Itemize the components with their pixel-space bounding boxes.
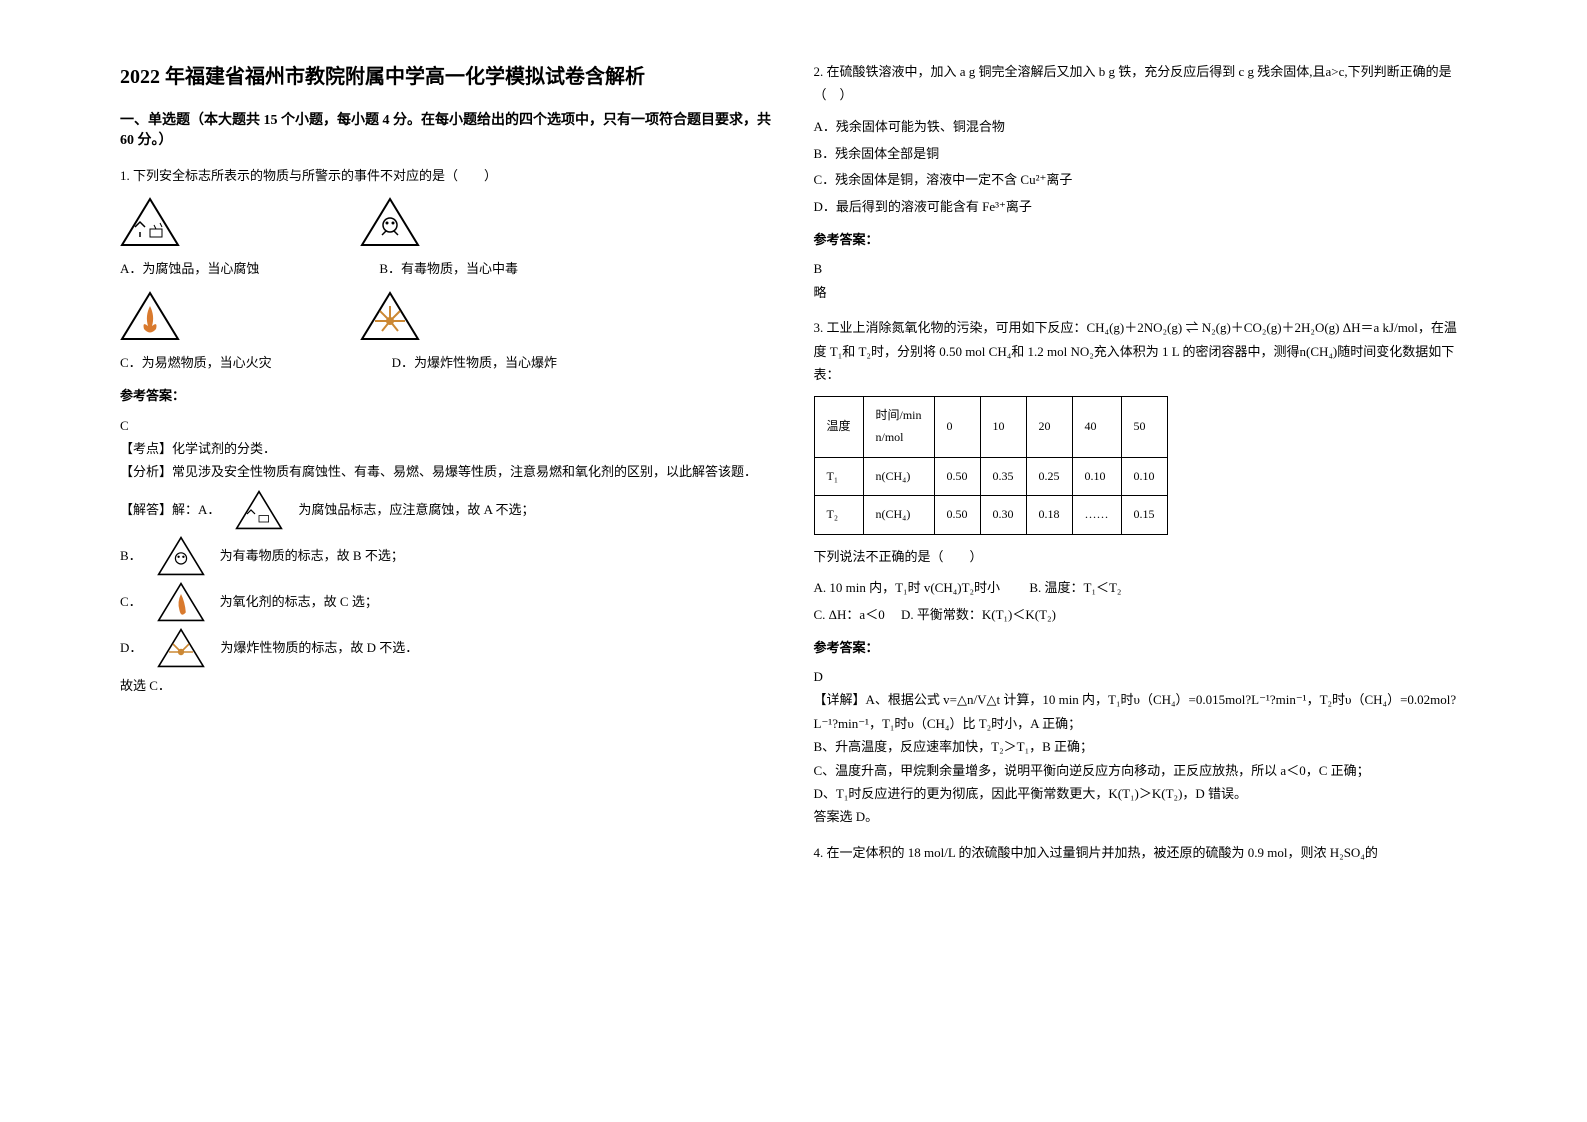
q1-point: 【考点】化学试剂的分类． <box>120 437 774 460</box>
td-r1c4: 0.18 <box>1026 496 1072 535</box>
td-r0c5: 0.10 <box>1072 457 1121 496</box>
q1-explainA-prefix: 【解答】解：A． <box>120 498 220 521</box>
flammable-icon <box>120 291 180 341</box>
th-3: 10 <box>980 397 1026 457</box>
table-row: T₂ n(CH₄) 0.50 0.30 0.18 …… 0.15 <box>814 496 1167 535</box>
td-r1c6: 0.15 <box>1121 496 1167 535</box>
q3-text: 3. 工业上消除氮氧化物的污染，可用如下反应：CH₄(g)＋2NO₂(g) ⇌ … <box>814 316 1468 386</box>
q1-optD: D．为爆炸性物质，当心爆炸 <box>392 351 557 374</box>
q2-text: 2. 在硫酸铁溶液中，加入 a g 铜完全溶解后又加入 b g 铁，充分反应后得… <box>814 60 1468 107</box>
q1-answer-label: 参考答案： <box>120 384 774 407</box>
corrosive-icon-inline <box>224 490 294 530</box>
q1-explainC-suffix: 为氧化剂的标志，故 C 选； <box>220 590 378 613</box>
question-3: 3. 工业上消除氮氧化物的污染，可用如下反应：CH₄(g)＋2NO₂(g) ⇌ … <box>814 316 1468 829</box>
q1-optB: B．有毒物质，当心中毒 <box>379 257 518 280</box>
corrosive-icon <box>120 197 180 247</box>
td-r1c2: 0.50 <box>934 496 980 535</box>
explosive-icon-inline <box>146 628 216 668</box>
q1-explainB-suffix: 为有毒物质的标志，故 B 不选； <box>220 544 404 567</box>
q3-explainA: 【详解】A、根据公式 v=△n/V△t 计算，10 min 内，T₁时υ（CH₄… <box>814 688 1468 735</box>
q1-icon-row-2 <box>120 291 774 341</box>
q1-explainA-suffix: 为腐蚀品标志，应注意腐蚀，故 A 不选； <box>298 498 534 521</box>
td-r0c6: 0.10 <box>1121 457 1167 496</box>
th-2: 0 <box>934 397 980 457</box>
q1-text: 1. 下列安全标志所表示的物质与所警示的事件不对应的是（ ） <box>120 164 774 187</box>
q1-explainD-prefix: D． <box>120 636 142 659</box>
td-r0c0: T₁ <box>814 457 863 496</box>
q3-conclusion: 答案选 D。 <box>814 805 1468 828</box>
toxic-icon-inline <box>146 536 216 576</box>
q1-options-row-1: A．为腐蚀品，当心腐蚀 B．有毒物质，当心中毒 <box>120 257 774 280</box>
q3-answer-label: 参考答案： <box>814 636 1468 659</box>
q3-explainD: D、T₁时反应进行的更为彻底，因此平衡常数更大，K(T₁)＞K(T₂)，D 错误… <box>814 782 1468 805</box>
td-r1c3: 0.30 <box>980 496 1026 535</box>
q1-explainB: B． 为有毒物质的标志，故 B 不选； <box>120 536 774 576</box>
q2-optA: A．残余固体可能为铁、铜混合物 <box>814 117 1468 138</box>
flammable-icon-inline <box>146 582 216 622</box>
td-r1c5: …… <box>1072 496 1121 535</box>
explosive-icon <box>360 291 420 341</box>
th-1: 时间/min n/mol <box>863 397 934 457</box>
q1-answer: C <box>120 414 774 437</box>
q1-explainD-suffix: 为爆炸性物质的标志，故 D 不选． <box>220 636 418 659</box>
section-header: 一、单选题（本大题共 15 个小题，每小题 4 分。在每小题给出的四个选项中，只… <box>120 109 774 149</box>
q1-explainA: 【解答】解：A． 为腐蚀品标志，应注意腐蚀，故 A 不选； <box>120 490 774 530</box>
question-4: 4. 在一定体积的 18 mol/L 的浓硫酸中加入过量铜片并加热，被还原的硫酸… <box>814 841 1468 864</box>
q1-conclusion: 故选 C． <box>120 674 774 697</box>
table-row: T₁ n(CH₄) 0.50 0.35 0.25 0.10 0.10 <box>814 457 1167 496</box>
td-r1c0: T₂ <box>814 496 863 535</box>
q1-analysis: 【分析】常见涉及安全性物质有腐蚀性、有毒、易燃、易爆等性质，注意易燃和氧化剂的区… <box>120 460 774 483</box>
q2-answer-label: 参考答案： <box>814 228 1468 251</box>
toxic-icon <box>360 197 420 247</box>
th-5: 40 <box>1072 397 1121 457</box>
q4-text: 4. 在一定体积的 18 mol/L 的浓硫酸中加入过量铜片并加热，被还原的硫酸… <box>814 841 1468 864</box>
td-r0c3: 0.35 <box>980 457 1026 496</box>
q1-optA: A．为腐蚀品，当心腐蚀 <box>120 257 259 280</box>
right-column: 2. 在硫酸铁溶液中，加入 a g 铜完全溶解后又加入 b g 铁，充分反应后得… <box>794 60 1488 1062</box>
q1-options-row-2: C．为易燃物质，当心火灾 D．为爆炸性物质，当心爆炸 <box>120 351 774 374</box>
q3-table: 温度 时间/min n/mol 0 10 20 40 50 T₁ n(CH₄) … <box>814 396 1168 534</box>
table-header-row: 温度 时间/min n/mol 0 10 20 40 50 <box>814 397 1167 457</box>
question-2: 2. 在硫酸铁溶液中，加入 a g 铜完全溶解后又加入 b g 铁，充分反应后得… <box>814 60 1468 304</box>
q3-optCD: C. ΔH：a＜0 D. 平衡常数：K(T₁)＜K(T₂) <box>814 605 1468 626</box>
td-r0c2: 0.50 <box>934 457 980 496</box>
q3-explainC: C、温度升高，甲烷剩余量增多，说明平衡向逆反应方向移动，正反应放热，所以 a＜0… <box>814 759 1468 782</box>
td-r1c1: n(CH₄) <box>863 496 934 535</box>
q1-explainB-prefix: B． <box>120 544 142 567</box>
td-r0c1: n(CH₄) <box>863 457 934 496</box>
th-6: 50 <box>1121 397 1167 457</box>
q1-explainD: D． 为爆炸性物质的标志，故 D 不选． <box>120 628 774 668</box>
page-title: 2022 年福建省福州市教院附属中学高一化学模拟试卷含解析 <box>120 60 774 89</box>
q3-tail: 下列说法不正确的是（ ） <box>814 545 1468 568</box>
th-4: 20 <box>1026 397 1072 457</box>
q1-explainC: C． 为氧化剂的标志，故 C 选； <box>120 582 774 622</box>
th-0: 温度 <box>814 397 863 457</box>
q1-explainC-prefix: C． <box>120 590 142 613</box>
q1-optC: C．为易燃物质，当心火灾 <box>120 351 272 374</box>
td-r0c4: 0.25 <box>1026 457 1072 496</box>
q3-optC: C. ΔH：a＜0 <box>814 607 885 622</box>
q3-optB: B. 温度：T₁＜T₂ <box>1029 580 1121 595</box>
q3-answer: D <box>814 665 1468 688</box>
q1-icon-row-1 <box>120 197 774 247</box>
q3-explainB: B、升高温度，反应速率加快，T₂＞T₁，B 正确； <box>814 735 1468 758</box>
q2-optC: C．残余固体是铜，溶液中一定不含 Cu²⁺离子 <box>814 170 1468 191</box>
left-column: 2022 年福建省福州市教院附属中学高一化学模拟试卷含解析 一、单选题（本大题共… <box>100 60 794 1062</box>
q2-note: 略 <box>814 281 1468 304</box>
q2-optD: D．最后得到的溶液可能含有 Fe³⁺离子 <box>814 197 1468 218</box>
q3-optA: A. 10 min 内，T₁时 v(CH₄)T₂时小 <box>814 580 1001 595</box>
q3-optD: D. 平衡常数：K(T₁)＜K(T₂) <box>901 607 1056 622</box>
question-1: 1. 下列安全标志所表示的物质与所警示的事件不对应的是（ ） A．为腐蚀品，当心… <box>120 164 774 697</box>
q3-optAB: A. 10 min 内，T₁时 v(CH₄)T₂时小 B. 温度：T₁＜T₂ <box>814 578 1468 599</box>
q2-answer: B <box>814 257 1468 280</box>
q2-optB: B．残余固体全部是铜 <box>814 144 1468 165</box>
